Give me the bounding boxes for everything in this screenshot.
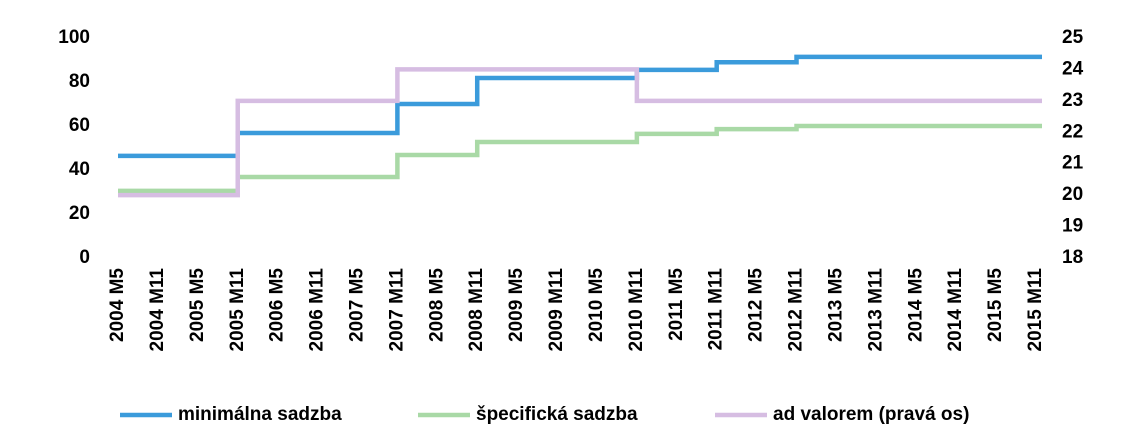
- x-tick-label: 2007 M11: [386, 268, 407, 352]
- x-tick-label: 2004 M11: [147, 268, 168, 352]
- x-tick-label: 2006 M5: [267, 268, 288, 342]
- x-tick-label: 2010 M5: [586, 268, 607, 342]
- legend-label: ad valorem (pravá os): [773, 404, 969, 425]
- y-tick-label: 60: [69, 115, 90, 136]
- y-tick-label: 80: [69, 71, 90, 92]
- y-tick-label: 0: [79, 247, 90, 268]
- y2-tick-label: 25: [1062, 27, 1084, 48]
- y-tick-label: 100: [58, 27, 90, 48]
- legend-label: minimálna sadzba: [178, 404, 342, 425]
- x-tick-label: 2013 M11: [865, 268, 886, 352]
- x-tick-label: 2012 M5: [746, 268, 767, 342]
- series-line: [118, 67, 1042, 198]
- x-tick-label: 2008 M11: [466, 268, 487, 352]
- y2-tick-label: 18: [1062, 247, 1083, 268]
- x-tick-label: 2007 M5: [346, 268, 367, 342]
- x-tick-label: 2011 M11: [706, 268, 727, 351]
- x-tick-label: 2011 M5: [666, 268, 687, 341]
- x-tick-label: 2009 M5: [506, 268, 527, 342]
- series-line: [118, 123, 1042, 194]
- y2-tick-label: 19: [1062, 216, 1083, 237]
- x-tick-label: 2015 M5: [985, 268, 1006, 342]
- x-tick-label: 2004 M5: [107, 268, 128, 342]
- y-tick-label: 20: [69, 203, 90, 224]
- y2-tick-label: 22: [1062, 121, 1083, 142]
- x-tick-label: 2005 M5: [187, 268, 208, 342]
- x-tick-label: 2013 M5: [825, 268, 846, 342]
- y2-tick-label: 20: [1062, 184, 1083, 205]
- y2-tick-label: 21: [1062, 153, 1084, 174]
- x-tick-label: 2006 M11: [307, 268, 328, 352]
- x-tick-label: 2005 M11: [227, 268, 248, 352]
- x-tick-label: 2014 M5: [905, 268, 926, 342]
- x-tick-label: 2014 M11: [945, 268, 966, 352]
- y-tick-label: 40: [69, 159, 90, 180]
- y2-tick-label: 24: [1062, 58, 1084, 79]
- x-tick-label: 2010 M11: [626, 268, 647, 352]
- x-tick-label: 2012 M11: [786, 268, 807, 352]
- legend-label: špecifická sadzba: [476, 404, 638, 425]
- x-tick-label: 2015 M11: [1025, 268, 1046, 352]
- series-line: [118, 54, 1042, 159]
- x-tick-label: 2009 M11: [546, 268, 567, 352]
- x-tick-label: 2008 M5: [426, 268, 447, 342]
- y2-tick-label: 23: [1062, 90, 1083, 111]
